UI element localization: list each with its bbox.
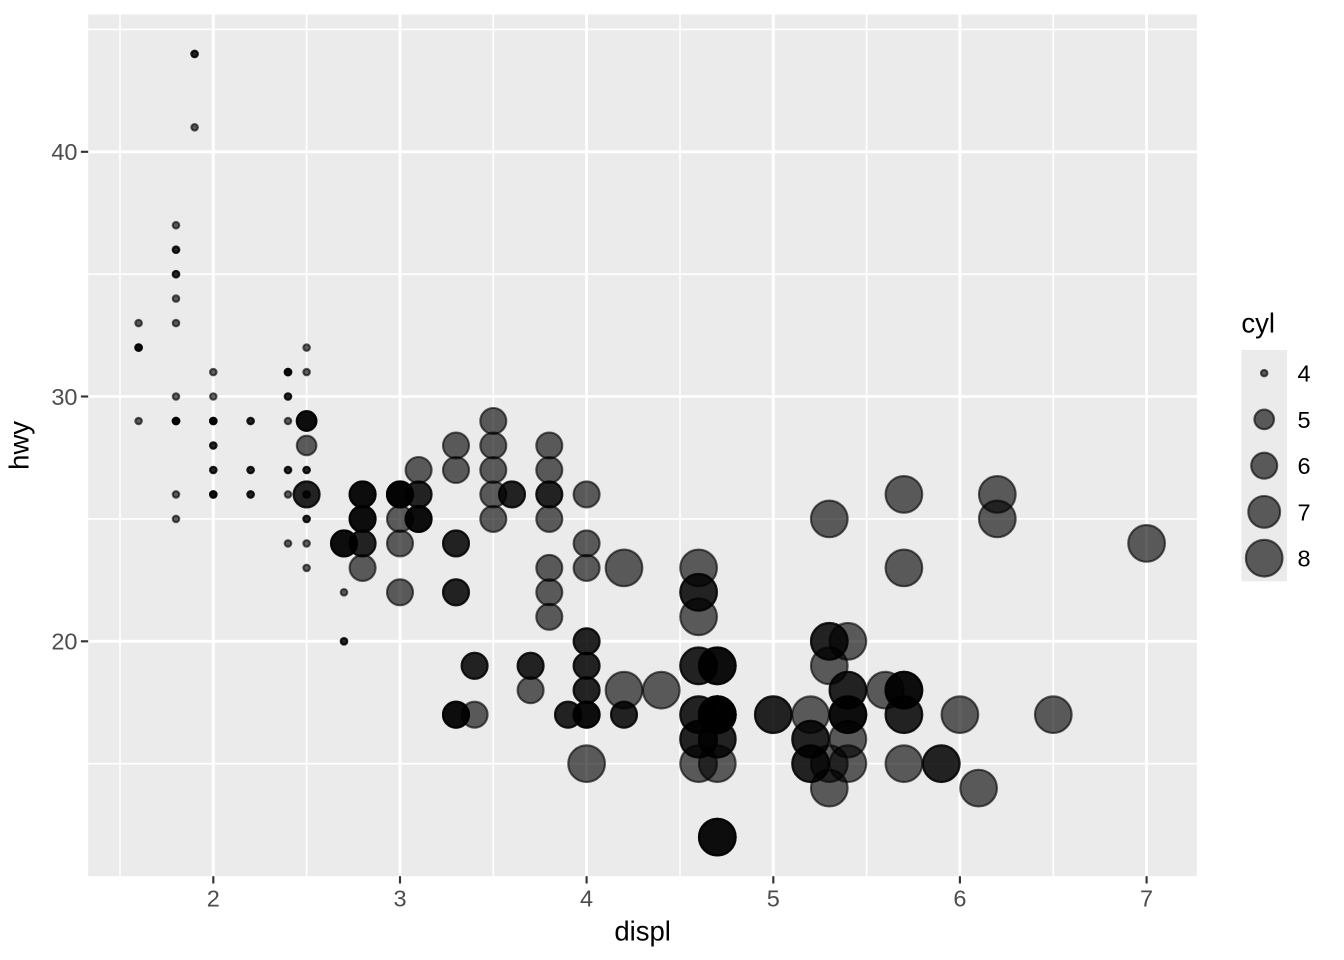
svg-text:40: 40 <box>51 139 77 165</box>
svg-text:20: 20 <box>51 629 77 655</box>
svg-text:cyl: cyl <box>1241 308 1275 339</box>
svg-text:7: 7 <box>1140 886 1153 912</box>
svg-text:5: 5 <box>767 886 780 912</box>
svg-text:2: 2 <box>207 886 220 912</box>
svg-text:6: 6 <box>953 886 966 912</box>
svg-text:4: 4 <box>580 886 593 912</box>
svg-text:4: 4 <box>1298 361 1311 387</box>
svg-text:8: 8 <box>1298 546 1311 572</box>
svg-text:3: 3 <box>393 886 406 912</box>
svg-text:hwy: hwy <box>4 421 35 470</box>
svg-text:7: 7 <box>1298 499 1311 525</box>
svg-text:30: 30 <box>51 384 77 410</box>
svg-text:6: 6 <box>1298 453 1311 479</box>
svg-text:displ: displ <box>614 916 671 947</box>
svg-text:5: 5 <box>1298 407 1311 433</box>
